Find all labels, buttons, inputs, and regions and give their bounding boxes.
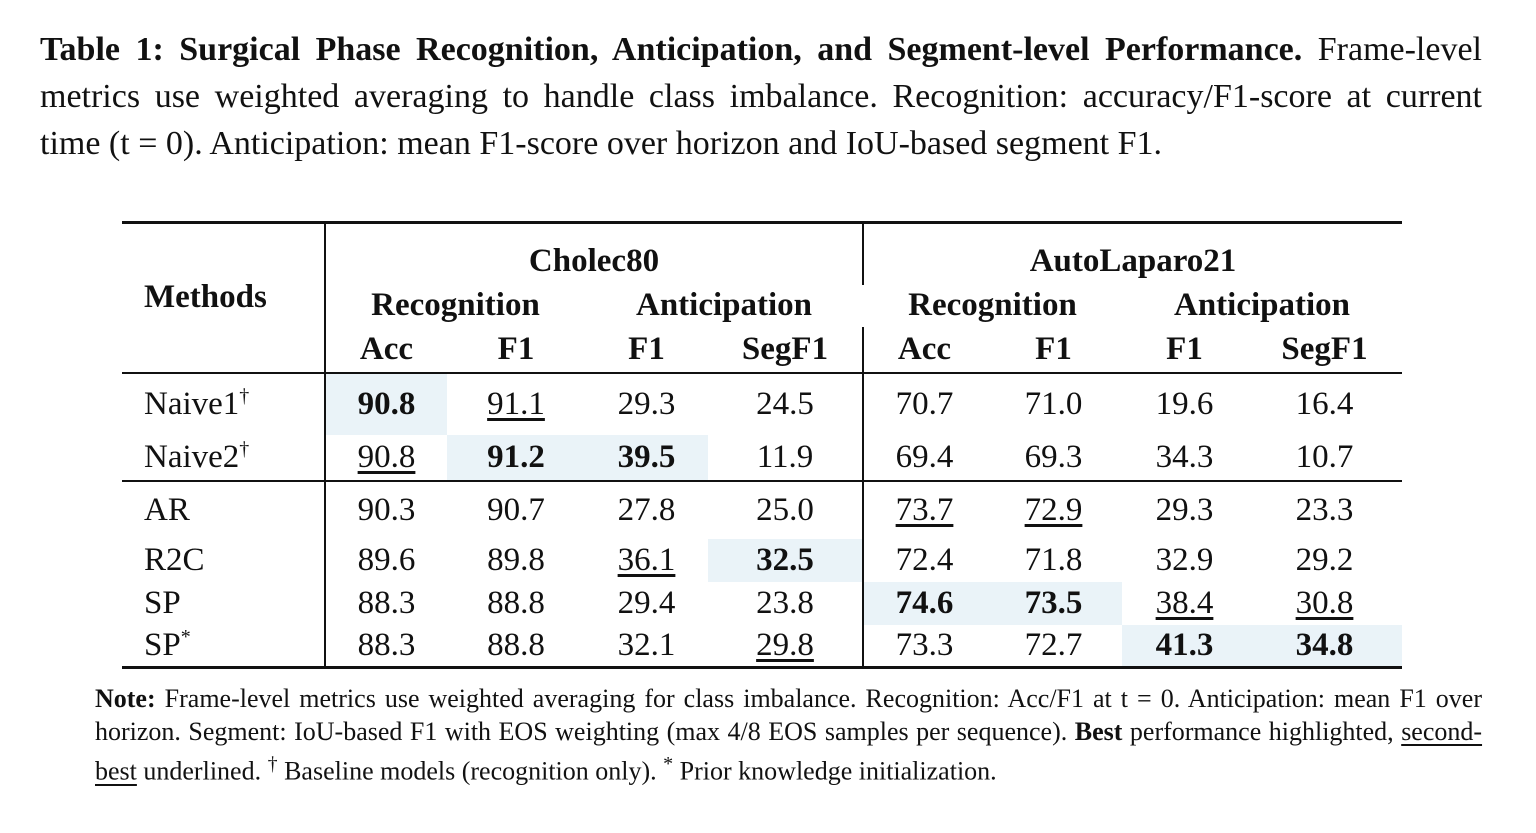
metric-value: 32.5	[708, 538, 863, 582]
method-name: SP*	[144, 626, 191, 664]
note-label: Note:	[95, 684, 156, 713]
metric-value: 23.8	[756, 584, 814, 621]
group-header: Recognition	[324, 284, 585, 327]
metric-value: 32.1	[617, 626, 676, 663]
table-row: AR 90.3 90.7 27.8 25.0 73.7 72.9 29.3 23.3	[122, 480, 1402, 539]
metric-value: 34.3	[1155, 438, 1214, 475]
caption-body: Frame-level metrics use weighted averagi…	[40, 31, 1483, 162]
method-name: AR	[144, 492, 190, 528]
table-row: SP* 88.3 88.8 32.1 29.8 73.3 72.7 41.3 34.8	[122, 624, 1402, 668]
metric-value: 71.8	[1024, 541, 1083, 578]
metric-value: 23.3	[1295, 491, 1354, 528]
table-note: Note: Frame-level metrics use weighted a…	[95, 682, 1482, 788]
metric-value: 70.7	[862, 372, 985, 435]
metric-value: 29.3	[617, 385, 676, 422]
metric-value: 72.7	[1024, 626, 1083, 663]
metric-value: 71.0	[1024, 385, 1083, 422]
metric-value: 88.3	[324, 624, 447, 668]
metric-value: 29.8	[756, 626, 814, 663]
dataset-autolaparo21: AutoLaparo21	[862, 222, 1402, 285]
table-caption: Table 1: Surgical Phase Recognition, Ant…	[40, 31, 1483, 162]
metric-value: 89.8	[487, 541, 545, 578]
metric-value: 88.8	[487, 584, 545, 621]
group-header: Anticipation	[1173, 287, 1351, 323]
metric-value: 24.5	[756, 385, 814, 422]
metric-value: 27.8	[617, 491, 676, 528]
group-header: Recognition	[908, 287, 1077, 323]
metric-header: F1	[497, 330, 535, 367]
star-mark: *	[663, 753, 674, 775]
metric-value: 11.9	[756, 438, 814, 475]
note-best: Best	[1074, 717, 1123, 746]
table-row: R2C 89.6 89.8 36.1 32.5 72.4 71.8 32.9 29.2	[122, 538, 1402, 582]
note-text: Baseline models (recognition only).	[284, 756, 657, 786]
dataset-cholec80: Cholec80	[324, 222, 863, 285]
method-name: Naive2†	[144, 438, 250, 475]
metric-value: 90.3	[324, 480, 447, 539]
metric-header: F1	[628, 330, 665, 367]
caption-label: Table 1	[40, 31, 153, 68]
table-row: Naive1† 90.8 91.1 29.3 24.5 70.7 71.0 19.6 16.4	[122, 372, 1402, 435]
note-text: Frame-level metrics use weighted averagi…	[95, 684, 1482, 746]
metric-value: 91.1	[487, 385, 545, 422]
metric-value: 41.3	[1122, 624, 1247, 668]
metric-header: Acc	[324, 326, 447, 373]
metric-value: 73.5	[985, 581, 1122, 625]
metric-header: F1	[1035, 330, 1072, 367]
metric-value: 34.8	[1247, 624, 1402, 668]
method-name: SP	[144, 585, 181, 621]
metric-value: 88.3	[324, 581, 447, 625]
table-row: SP 88.3 88.8 29.4 23.8 74.6 73.5 38.4 30.8	[122, 581, 1402, 625]
metric-value: 73.3	[862, 624, 985, 668]
metric-value: 90.8	[324, 372, 447, 435]
metric-value: 29.3	[1155, 491, 1214, 528]
metric-value: 29.4	[617, 584, 676, 621]
metric-header: F1	[1166, 330, 1203, 367]
note-text: underlined.	[143, 756, 262, 786]
results-table: Methods Cholec80 AutoLaparo21 Recognitio…	[122, 221, 1402, 669]
metric-value: 38.4	[1155, 584, 1214, 621]
table-row: Naive2† 90.8 91.2 39.5 11.9 69.4 69.3 34.3 10.7	[122, 434, 1402, 481]
note-text: performance highlighted,	[1129, 717, 1394, 746]
metric-value: 16.4	[1295, 385, 1354, 422]
metric-value: 72.4	[862, 538, 985, 582]
metric-value: 69.4	[862, 434, 985, 481]
metric-value: 89.6	[324, 538, 447, 582]
metric-value: 32.9	[1155, 541, 1214, 578]
caption-title: Surgical Phase Recognition, Anticipation…	[179, 31, 1303, 68]
metric-value: 25.0	[756, 491, 814, 528]
metric-value: 74.6	[862, 581, 985, 625]
methods-header: Methods	[144, 279, 267, 316]
metric-value: 69.3	[1024, 438, 1083, 475]
metric-value: 30.8	[1295, 584, 1354, 621]
metric-value: 73.7	[862, 480, 985, 539]
metric-value: 88.8	[487, 626, 545, 663]
metric-header: SegF1	[1281, 330, 1368, 367]
metric-header: Acc	[862, 326, 985, 373]
metric-value: 29.2	[1295, 541, 1354, 578]
metric-header: SegF1	[741, 330, 829, 367]
method-name: Naive1†	[144, 385, 250, 422]
method-name: R2C	[144, 542, 205, 578]
metric-value: 10.7	[1295, 438, 1354, 475]
note-text: Prior knowledge initialization.	[679, 756, 997, 786]
metric-value: 39.5	[585, 434, 708, 481]
dagger-mark: †	[267, 753, 278, 775]
metric-value: 36.1	[617, 541, 676, 578]
metric-value: 90.7	[487, 491, 545, 528]
metric-value: 19.6	[1155, 385, 1214, 422]
note-second-best: second-best	[95, 717, 1483, 786]
metric-value: 72.9	[1024, 491, 1083, 528]
metric-value: 91.2	[447, 434, 585, 481]
group-header: Anticipation	[635, 287, 813, 323]
metric-value: 90.8	[324, 434, 447, 481]
